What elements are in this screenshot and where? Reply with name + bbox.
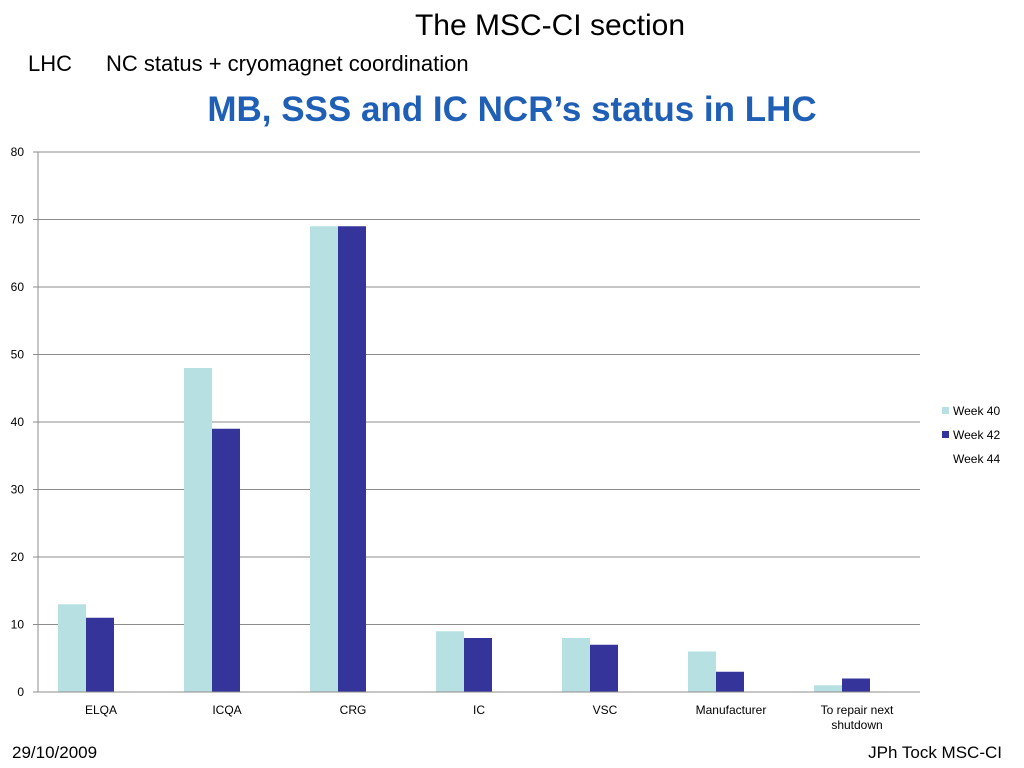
bar-week-40-to-repair-next-shutdown <box>814 685 842 692</box>
y-tick-label: 60 <box>11 280 25 294</box>
legend-swatch-week-42 <box>942 431 949 438</box>
y-tick-label: 30 <box>11 483 25 497</box>
bars <box>58 226 870 692</box>
bar-week-40-ic <box>436 631 464 692</box>
bar-week-42-ic <box>464 638 492 692</box>
y-tick-label: 80 <box>11 145 25 159</box>
y-tick-label: 70 <box>11 213 25 227</box>
legend-swatch-week-40 <box>942 407 949 414</box>
x-tick-label: ICQA <box>212 703 241 717</box>
legend: Week 40 Week 42 Week 44 <box>942 404 1000 466</box>
legend-swatch-week-44 <box>942 455 949 462</box>
y-tick-label: 10 <box>11 618 25 632</box>
y-tick-label: 40 <box>11 415 25 429</box>
axes <box>33 151 920 693</box>
x-tick-label: IC <box>473 703 485 717</box>
footer-date: 29/10/2009 <box>12 743 98 762</box>
y-tick-label: 50 <box>11 348 25 362</box>
subtitle-lhc: LHC <box>28 51 73 76</box>
footer-author: JPh Tock MSC-CI <box>868 743 1002 762</box>
x-tick-labels: ELQA ICQA CRG IC VSC Manufacturer To repair ne… <box>85 703 894 732</box>
bar-week-40-manufacturer <box>688 651 716 692</box>
bar-week-40-elqa <box>58 604 86 692</box>
slide-header: The MSC-CI section <box>414 9 686 42</box>
subtitle-status: NC status + cryomagnet coordination <box>106 51 469 76</box>
bar-week-42-vsc <box>590 644 618 692</box>
y-tick-label: 0 <box>17 685 24 699</box>
bar-week-42-elqa <box>86 617 114 692</box>
bar-week-40-crg <box>310 226 338 692</box>
bar-week-42-icqa <box>212 428 240 692</box>
x-tick-label: To repair next shutdown <box>821 703 894 732</box>
slide-subtitle: LHC NC status + cryomagnet coordination <box>28 50 469 78</box>
bar-week-42-to-repair-next-shutdown <box>842 678 870 692</box>
y-tick-label: 20 <box>11 550 25 564</box>
x-tick-label: CRG <box>340 703 367 717</box>
gridlines <box>38 151 920 625</box>
y-tick-labels: 0 10 20 30 40 50 60 70 80 <box>11 145 25 699</box>
x-tick-label: Manufacturer <box>696 703 767 717</box>
bar-week-42-crg <box>338 226 366 692</box>
x-tick-label: ELQA <box>85 703 117 717</box>
bar-week-40-icqa <box>184 368 212 692</box>
legend-label: Week 42 <box>953 428 1000 442</box>
x-tick-label: VSC <box>593 703 618 717</box>
bar-week-40-vsc <box>562 638 590 692</box>
legend-label: Week 40 <box>953 404 1000 418</box>
chart-title: MB, SSS and IC NCR’s status in LHC <box>207 90 817 129</box>
legend-label: Week 44 <box>953 452 1000 466</box>
bar-week-42-manufacturer <box>716 671 744 692</box>
